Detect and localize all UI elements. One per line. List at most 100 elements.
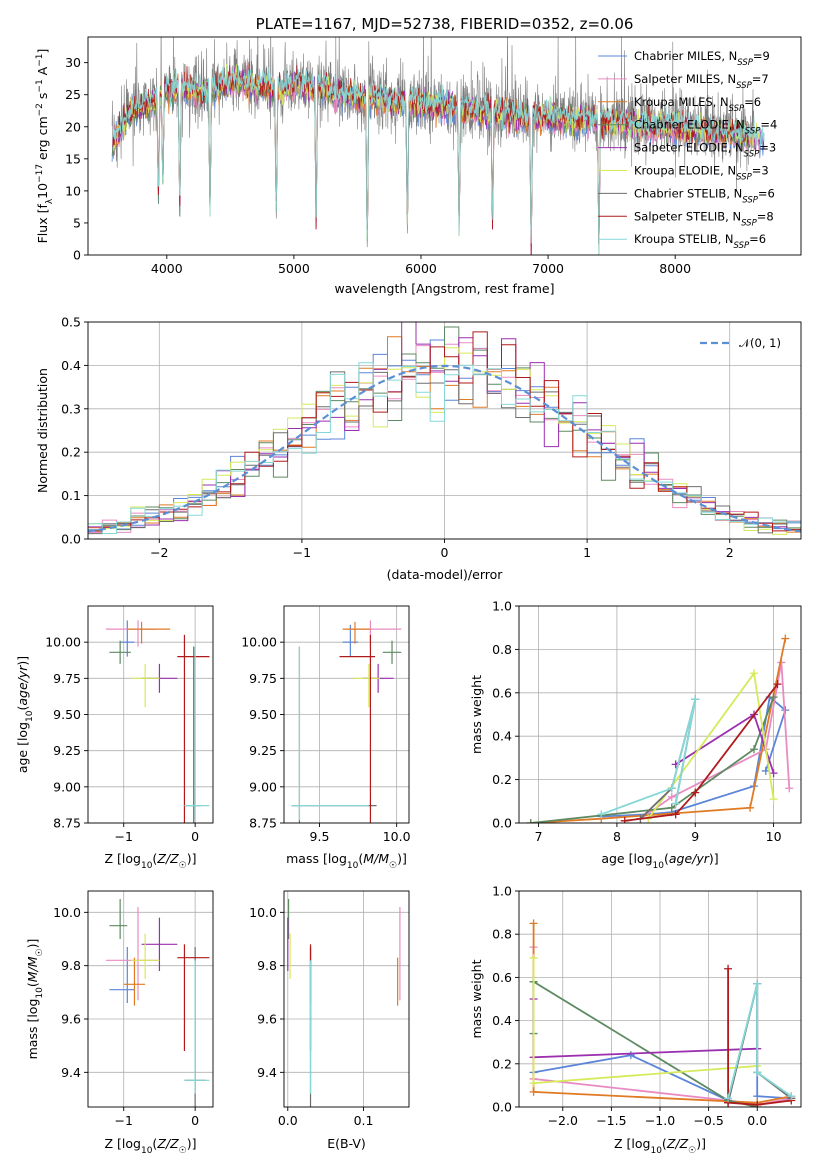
weight-line-salpeter-elodie: [532, 999, 758, 1059]
x-tick-label: 0.1: [354, 1113, 374, 1128]
legend-entry: Kroupa ELODIE, NSSP=3: [634, 164, 769, 183]
x-axis-label: E(B-V): [327, 1136, 366, 1151]
y-axis-label: mass [log10(M/M☉)]: [25, 939, 45, 1060]
y-tick-label: 9.50: [53, 707, 81, 722]
y-tick-label: 10.0: [249, 905, 277, 920]
plot-area: [88, 322, 801, 539]
data-point: [769, 769, 778, 778]
y-tick-label: 1.0: [492, 884, 512, 899]
axes-frame: [87, 321, 802, 540]
data-point: [769, 693, 778, 702]
data-point: [773, 680, 782, 689]
panel-age-vs-Z: −1 0 8.75 9.00 9.25 9.50 9.75 10.00 Z [log10(Z/Z…: [15, 605, 214, 871]
y-tick-label: 0.5: [61, 315, 81, 330]
axes-frame: [87, 36, 802, 256]
y-tick-label: 0: [73, 248, 81, 263]
y-tick-label: 0.2: [61, 445, 81, 460]
plot-area: [529, 919, 796, 1107]
legend-entry: Chabrier MILES, NSSP=9: [634, 49, 770, 68]
spectrum-line-kroupa-stelib: [113, 63, 765, 255]
y-tick-label: 9.25: [249, 743, 277, 758]
weight-line-salpeter-stelib: [727, 968, 792, 1106]
axes-frame: [87, 890, 214, 1108]
panel-spectrum: 4000 5000 6000 7000 8000 0 5 10 15 20 25 30 PLATE=11…: [35, 15, 802, 296]
legend-entry: Chabrier ELODIE, NSSP=4: [634, 118, 777, 137]
y-tick-label: 15: [65, 151, 81, 166]
x-axis-label: wavelength [Angstrom, rest frame]: [334, 281, 554, 296]
plot-area: [526, 634, 794, 823]
y-axis-label: Normed distribution: [35, 368, 50, 493]
x-axis-label: mass [log10(M/M☉)]: [286, 851, 407, 871]
y-tick-label: 8.75: [249, 816, 277, 831]
weight-line-salpeter-miles: [532, 947, 792, 1106]
data-point: [724, 964, 733, 973]
y-tick-label: 0.2: [492, 772, 512, 787]
panel-age-vs-mass: 9.5 10.0 8.75 9.00 9.25 9.50 9.75 10.00 mass [lo…: [241, 605, 411, 871]
y-tick-label: 0.6: [492, 970, 512, 985]
x-tick-label: −1: [114, 829, 132, 844]
x-tick-label: −2.0: [548, 1113, 578, 1128]
x-tick-label: 2: [726, 545, 734, 560]
y-tick-label: 20: [65, 119, 81, 134]
x-tick-label: −1: [114, 1113, 132, 1128]
data-point: [671, 799, 680, 808]
panel-weight-vs-Z: −2.0 −1.5 −1.0 −0.5 0.0 0.0 0.2 0.4 0.6 0.8 1.0 Z […: [469, 884, 802, 1156]
data-point: [526, 819, 535, 823]
y-tick-label: 0.8: [492, 927, 512, 942]
y-tick-label: 9.00: [249, 779, 277, 794]
gaussian-curve: [88, 364, 801, 533]
y-axis-label: Flux [fλ10−17 erg cm−2 s−1 A−1]: [35, 49, 55, 244]
x-tick-label: 4000: [151, 261, 183, 276]
y-tick-label: 0.2: [492, 1056, 512, 1071]
panel-weight-vs-age: 7 8 9 10 0.0 0.2 0.4 0.6 0.8 1.0 age [log10(age/yr…: [469, 599, 802, 871]
x-tick-label: 9: [691, 829, 699, 844]
y-tick-label: 0.6: [492, 685, 512, 700]
y-tick-label: 0.1: [61, 488, 81, 503]
weight-line-salpeter-miles: [639, 662, 791, 820]
x-tick-label: 8: [613, 829, 621, 844]
axes-frame: [518, 605, 802, 824]
x-tick-label: −2: [150, 545, 168, 560]
plot-area: [287, 899, 401, 1107]
x-tick-label: −1.5: [596, 1113, 626, 1128]
panel-mass-vs-EBV: 0.0 0.1 9.4 9.6 9.8 10.0 E(B-V): [249, 890, 410, 1151]
data-point: [753, 1068, 762, 1077]
x-tick-label: 8000: [659, 261, 691, 276]
weight-line-chabrier-elodie: [530, 696, 775, 823]
x-axis-label: Z [log10(Z/Z☉)]: [614, 1136, 706, 1156]
x-tick-label: 0: [191, 1113, 199, 1128]
data-point: [529, 1079, 538, 1088]
data-point: [785, 784, 794, 793]
x-tick-label: −1: [293, 545, 311, 560]
y-tick-label: 10.00: [241, 635, 277, 650]
data-point: [626, 1051, 635, 1060]
x-tick-label: 0.0: [278, 1113, 298, 1128]
weight-line-kroupa-miles: [532, 923, 792, 1104]
y-tick-label: 25: [65, 87, 81, 102]
axes-frame: [283, 605, 410, 824]
x-tick-label: 10.0: [383, 829, 411, 844]
panel-mass-vs-Z: −1 0 9.4 9.6 9.8 10.0 Z [log10(Z/Z☉)] mass [log…: [25, 890, 214, 1156]
data-point: [724, 1094, 733, 1103]
x-axis-label: Z [log10(Z/Z☉)]: [105, 851, 197, 871]
weight-line-salpeter-stelib: [624, 683, 779, 822]
y-tick-label: 0.4: [492, 1013, 512, 1028]
x-tick-label: 0: [441, 545, 449, 560]
data-point: [671, 810, 680, 819]
data-point: [769, 795, 778, 804]
y-tick-label: 9.75: [53, 671, 81, 686]
y-axis-label: mass weight: [469, 675, 484, 754]
histogram-kroupa-stelib: [88, 362, 801, 539]
plot-area: [291, 620, 402, 823]
data-point: [753, 1100, 762, 1107]
y-tick-label: 10.0: [53, 905, 81, 920]
data-point: [667, 784, 676, 793]
data-point: [753, 979, 762, 988]
weight-line-chabrier-stelib: [727, 983, 792, 1103]
y-tick-label: 10.00: [45, 635, 81, 650]
x-axis-label: age [log10(age/yr)]: [601, 851, 718, 871]
legend-entry: Salpeter STELIB, NSSP=8: [634, 209, 774, 228]
legend-entry: Salpeter ELODIE, NSSP=3: [634, 141, 776, 160]
data-point: [781, 634, 790, 643]
